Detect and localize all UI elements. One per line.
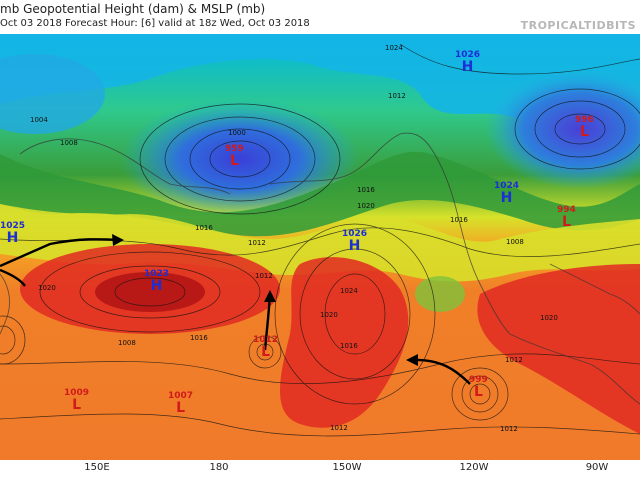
low-label-central-pacific-value: 1012	[253, 335, 279, 345]
weather-map: 959 L 1026 H 996 L 1024 H 994 L 1023 H 1…	[0, 34, 640, 460]
low-label-994: 994 L	[557, 206, 576, 230]
arrowhead-west	[112, 234, 124, 246]
low-label-994-letter: L	[561, 214, 571, 230]
isobar-label: 1008	[506, 238, 524, 246]
map-canvas	[0, 34, 640, 460]
isobar-label: 1012	[388, 92, 406, 100]
isobar-label: 1016	[450, 216, 468, 224]
polar-region	[0, 34, 640, 136]
high-region-central	[280, 257, 409, 428]
high-core-west	[95, 272, 205, 312]
low-label-1007-value: 1007	[168, 391, 194, 401]
low-label-1007-letter: L	[176, 400, 185, 416]
brand-watermark: TROPICALTIDBITS	[520, 19, 636, 32]
longitude-tick: 150W	[332, 462, 362, 473]
track-arrow-east	[411, 358, 471, 385]
high-label-1025-west-letter: H	[6, 230, 19, 246]
isobar-label: 1020	[540, 314, 558, 322]
longitude-tick: 120W	[459, 462, 489, 473]
isobar-label: 1024	[385, 44, 403, 52]
arrowhead-central	[264, 290, 276, 302]
arrowheads	[112, 234, 418, 366]
low-label-996-value: 996	[575, 115, 594, 125]
high-label-1024-value: 1024	[494, 181, 520, 191]
high-region-east	[477, 264, 640, 434]
low-label-994-value: 994	[557, 205, 576, 215]
isobar-label-layer: 1024 1016 1012 1008 1020 1004 1000 1012 …	[0, 34, 640, 460]
high-label-1026-central-letter: H	[348, 238, 361, 254]
low-label-959: 959 L	[225, 145, 244, 169]
high-label-1026-central-value: 1026	[342, 229, 368, 239]
high-label-1023-letter: H	[150, 278, 163, 294]
isobar-label: 1016	[195, 224, 213, 232]
isobar-label: 1000	[228, 129, 246, 137]
longitude-tick: 150E	[84, 462, 110, 473]
high-label-1023: 1023 H	[144, 270, 169, 294]
trough-region	[415, 276, 465, 312]
track-arrow-central	[263, 295, 272, 351]
isobar-label: 1012	[505, 356, 523, 364]
low-label-east-pacific-value: 999	[469, 375, 488, 385]
low-label-central-pacific: 1012 L	[253, 336, 278, 360]
isobar-label: 1016	[340, 342, 358, 350]
mid-latitude-band	[0, 151, 640, 237]
isobar-label: 1012	[500, 425, 518, 433]
low-label-east-pacific-letter: L	[473, 384, 483, 400]
low-label-959-letter: L	[229, 153, 239, 169]
isobar-label: 1016	[357, 186, 375, 194]
isobar-label: 1020	[320, 311, 338, 319]
high-label-1024: 1024 H	[494, 182, 519, 206]
low-center-shading-nw	[120, 99, 360, 219]
isobar-label: 1012	[330, 424, 348, 432]
isobar-label: 1016	[190, 334, 208, 342]
high-label-1025-west-value: 1025	[0, 221, 26, 231]
low-label-central-pacific-letter: L	[261, 344, 270, 360]
isobar-label: 1008	[118, 339, 136, 347]
low-center-shading-ne	[485, 69, 640, 189]
isobar-label: 1024	[340, 287, 358, 295]
high-label-1023-value: 1023	[144, 269, 170, 279]
isobar-label: 1004	[30, 116, 48, 124]
high-label-1026-central: 1026 H	[342, 230, 367, 254]
low-label-959-value: 959	[225, 144, 244, 154]
coastlines	[0, 132, 640, 405]
low-label-1009-letter: L	[72, 397, 81, 413]
low-label-1009: 1009 L	[64, 389, 89, 413]
longitude-tick: 180	[209, 462, 229, 473]
high-label-1026-east-value: 1026	[455, 50, 481, 60]
high-label-1024-letter: H	[500, 190, 513, 206]
low-center-shading-w	[0, 54, 105, 134]
low-label-1007: 1007 L	[168, 392, 193, 416]
isobar-label: 1008	[60, 139, 78, 147]
arrowhead-east	[406, 354, 418, 366]
longitude-axis: 150E 180 150W 120W 90W	[0, 460, 640, 480]
low-label-996: 996 L	[575, 116, 594, 140]
high-label-1025-west: 1025 H	[0, 222, 25, 246]
chart-header: mb Geopotential Height (dam) & MSLP (mb)…	[0, 0, 640, 34]
isobar-label: 1012	[255, 272, 273, 280]
track-arrow-west-branch	[0, 268, 26, 287]
isobar-label: 1012	[248, 239, 266, 247]
isobar-label: 1020	[357, 202, 375, 210]
isobar-label: 1020	[38, 284, 56, 292]
low-label-996-letter: L	[579, 124, 589, 140]
low-label-east-pacific: 999 L	[469, 376, 488, 400]
low-label-1009-value: 1009	[64, 388, 90, 398]
high-label-1026-east-letter: H	[461, 59, 474, 75]
chart-subtitle: Oct 03 2018 Forecast Hour: [6] valid at …	[0, 18, 310, 29]
longitude-tick: 90W	[585, 462, 609, 473]
high-label-1026-east: 1026 H	[455, 51, 480, 75]
chart-title: mb Geopotential Height (dam) & MSLP (mb)	[0, 2, 266, 16]
